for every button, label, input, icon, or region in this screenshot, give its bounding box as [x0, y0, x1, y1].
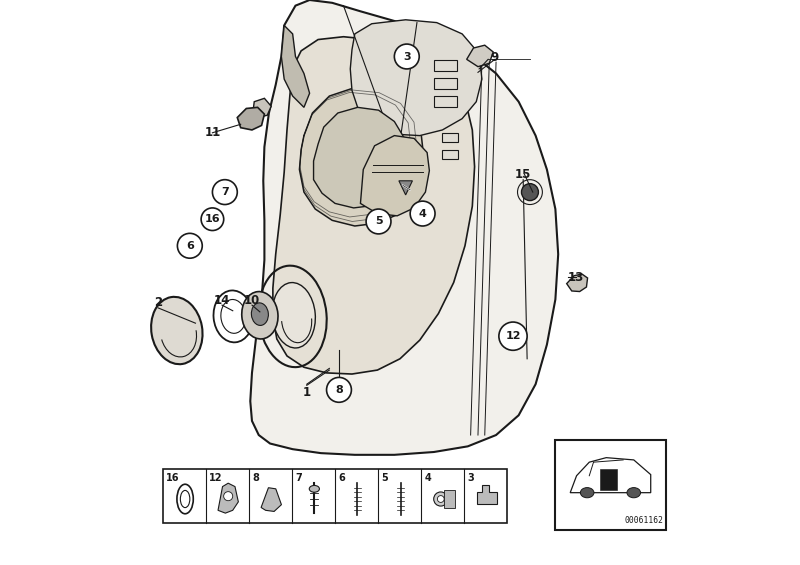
- Text: 7: 7: [221, 187, 229, 197]
- Circle shape: [522, 184, 538, 201]
- Circle shape: [326, 377, 351, 402]
- Polygon shape: [570, 458, 650, 493]
- Bar: [600, 469, 618, 490]
- Polygon shape: [314, 107, 406, 208]
- Circle shape: [201, 208, 224, 231]
- Polygon shape: [253, 98, 271, 118]
- Text: 7: 7: [295, 473, 302, 484]
- Polygon shape: [350, 20, 482, 136]
- Text: 16: 16: [205, 214, 220, 224]
- Ellipse shape: [580, 488, 594, 498]
- Text: 4: 4: [418, 208, 426, 219]
- Text: 14: 14: [214, 294, 230, 307]
- Polygon shape: [299, 88, 422, 226]
- Bar: [442, 150, 458, 159]
- Polygon shape: [282, 25, 310, 107]
- Polygon shape: [361, 136, 430, 216]
- Circle shape: [410, 201, 435, 226]
- Bar: [443, 490, 455, 508]
- Text: 5: 5: [374, 216, 382, 227]
- Circle shape: [213, 180, 238, 205]
- Ellipse shape: [627, 488, 641, 498]
- Text: 12: 12: [209, 473, 222, 484]
- Polygon shape: [399, 181, 413, 195]
- Circle shape: [366, 209, 391, 234]
- Polygon shape: [477, 485, 497, 503]
- Polygon shape: [238, 107, 264, 130]
- Text: 8: 8: [335, 385, 343, 395]
- Text: 12: 12: [506, 331, 521, 341]
- Text: 5: 5: [382, 473, 388, 484]
- Text: 6: 6: [338, 473, 345, 484]
- Ellipse shape: [242, 292, 278, 339]
- Text: 16: 16: [166, 473, 179, 484]
- Circle shape: [178, 233, 202, 258]
- Bar: [434, 96, 457, 107]
- Bar: [162, 469, 507, 523]
- Bar: [442, 133, 458, 142]
- Text: 10: 10: [244, 294, 260, 307]
- Ellipse shape: [434, 492, 448, 506]
- Ellipse shape: [310, 485, 319, 492]
- Polygon shape: [250, 0, 558, 455]
- Text: 3: 3: [468, 473, 474, 484]
- Ellipse shape: [272, 282, 315, 348]
- Text: 9: 9: [490, 51, 499, 64]
- Text: 3: 3: [403, 51, 410, 62]
- Ellipse shape: [151, 297, 202, 364]
- Ellipse shape: [221, 299, 246, 333]
- Polygon shape: [566, 274, 587, 292]
- Polygon shape: [466, 45, 494, 67]
- Circle shape: [224, 492, 233, 501]
- Bar: [434, 60, 457, 71]
- Bar: [434, 78, 457, 89]
- Circle shape: [394, 44, 419, 69]
- Bar: [555, 440, 666, 530]
- Polygon shape: [273, 37, 474, 374]
- Polygon shape: [261, 488, 282, 511]
- Text: 15: 15: [515, 167, 531, 181]
- Text: 6: 6: [186, 241, 194, 251]
- Text: 13: 13: [568, 271, 585, 285]
- Text: 11: 11: [204, 126, 221, 140]
- Text: 4: 4: [425, 473, 431, 484]
- Text: 2: 2: [154, 295, 162, 309]
- Polygon shape: [218, 483, 238, 513]
- Ellipse shape: [251, 303, 268, 325]
- Circle shape: [499, 322, 527, 350]
- Text: 1: 1: [302, 386, 311, 399]
- Text: 00061162: 00061162: [624, 516, 663, 525]
- Text: 8: 8: [252, 473, 259, 484]
- Ellipse shape: [438, 496, 444, 502]
